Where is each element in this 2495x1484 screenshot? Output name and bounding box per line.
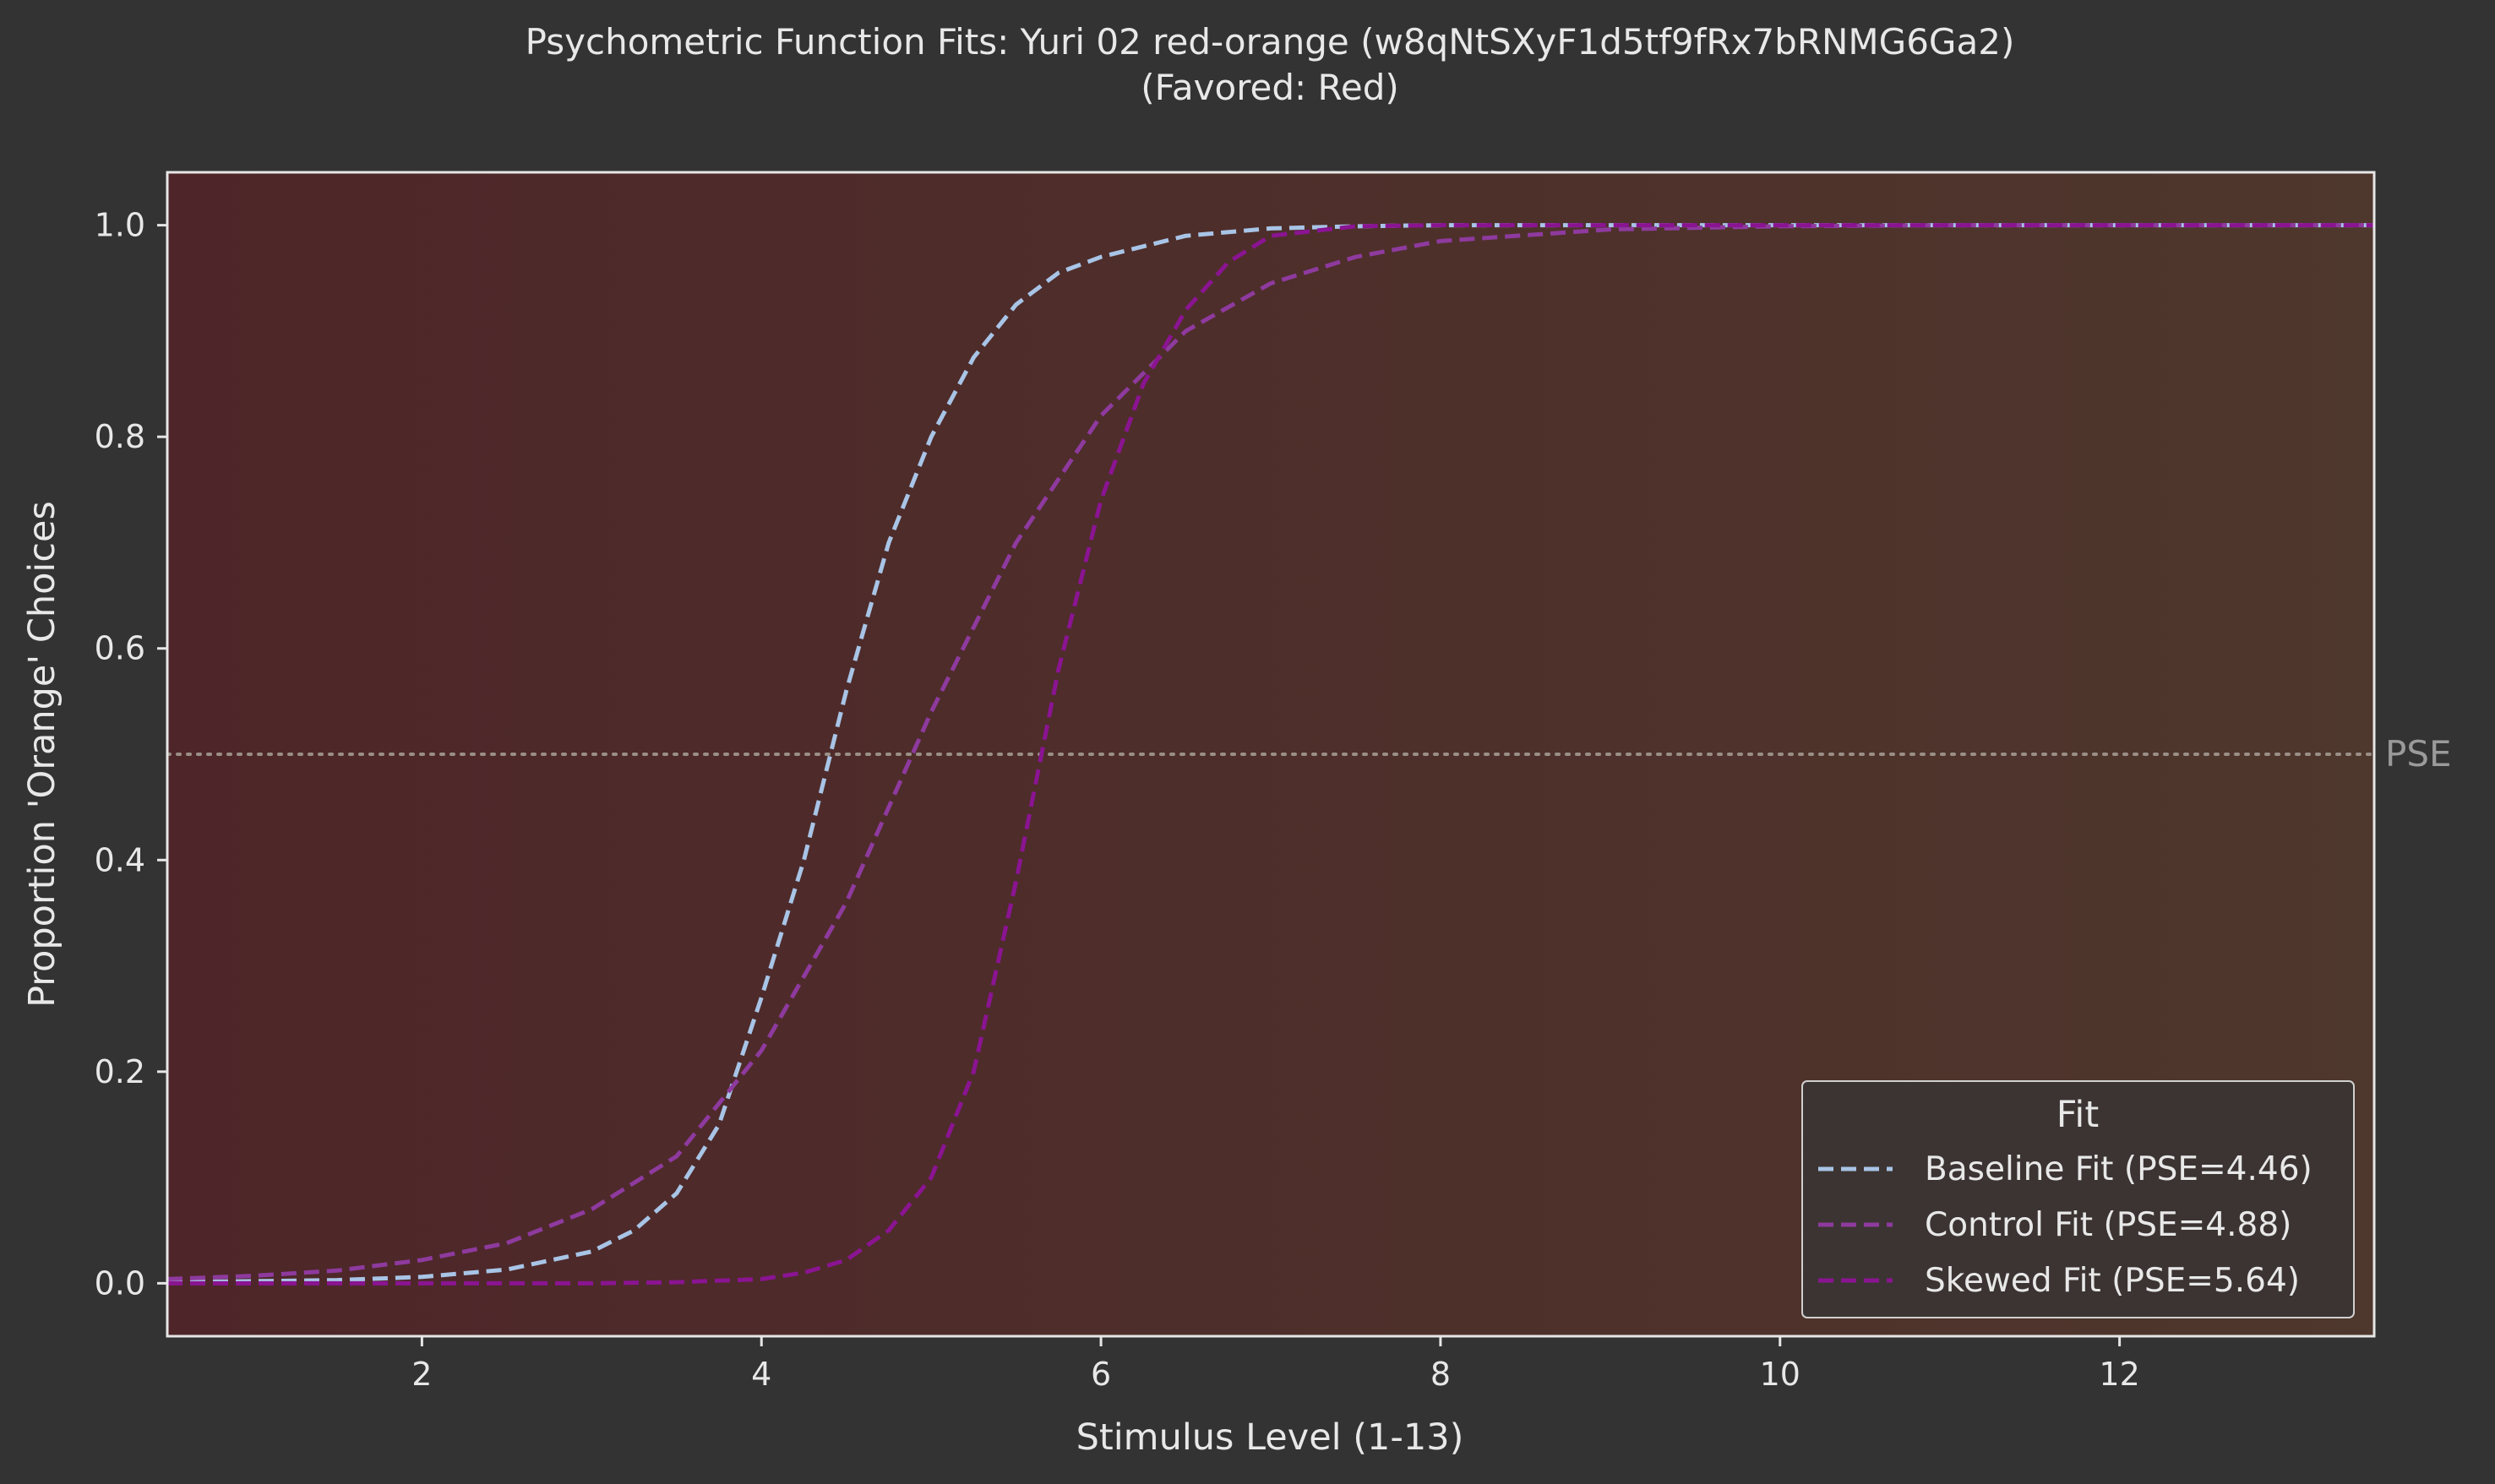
y-tick-label: 0.0 bbox=[95, 1264, 145, 1302]
y-tick-label: 0.4 bbox=[95, 841, 145, 878]
series-line-2 bbox=[167, 223, 2374, 1281]
x-tick-label: 6 bbox=[1091, 1356, 1111, 1393]
x-tick-label: 8 bbox=[1430, 1356, 1451, 1393]
chart-subtitle: (Favored: Red) bbox=[1141, 67, 1399, 108]
legend-label-2: Control Fit (PSE=4.88) bbox=[1925, 1206, 2291, 1244]
plot-marks bbox=[167, 223, 2374, 1286]
y-axis-label: Proportion 'Orange' Choices bbox=[21, 501, 63, 1008]
y-tick-label: 0.2 bbox=[95, 1053, 145, 1090]
legend-entries: Baseline Fit (PSE=4.46) Control Fit (PSE=… bbox=[1818, 1150, 2313, 1300]
legend-label-1: Baseline Fit (PSE=4.46) bbox=[1925, 1150, 2313, 1188]
legend: Fit Baseline Fit (PSE=4.46) Control Fit (… bbox=[1801, 1080, 2355, 1318]
pse-label: PSE bbox=[2385, 733, 2452, 775]
legend-title: Fit bbox=[2056, 1094, 2099, 1136]
chart-title: Psychometric Function Fits: Yuri 02 red-… bbox=[526, 21, 2015, 63]
legend-label-3: Skewed Fit (PSE=5.64) bbox=[1925, 1262, 2300, 1300]
x-tick-label: 4 bbox=[751, 1356, 771, 1393]
y-tick-label: 1.0 bbox=[95, 207, 145, 244]
y-tick-label: 0.8 bbox=[95, 418, 145, 455]
x-tick-label: 10 bbox=[1760, 1356, 1800, 1393]
legend-box bbox=[1801, 1080, 2355, 1318]
plot-frame bbox=[166, 171, 2376, 1338]
series-line-1 bbox=[167, 223, 2374, 1285]
y-tick-label: 0.6 bbox=[95, 630, 145, 667]
y-axis-ticks: 0.0 0.2 0.4 0.6 0.8 1.0 bbox=[95, 207, 167, 1302]
x-axis-ticks: 2 4 6 8 10 12 bbox=[411, 1336, 2140, 1393]
series-line-3 bbox=[167, 223, 2374, 1286]
x-axis-label: Stimulus Level (1-13) bbox=[1076, 1416, 1464, 1459]
x-tick-label: 2 bbox=[411, 1356, 432, 1393]
x-tick-label: 12 bbox=[2099, 1356, 2139, 1393]
